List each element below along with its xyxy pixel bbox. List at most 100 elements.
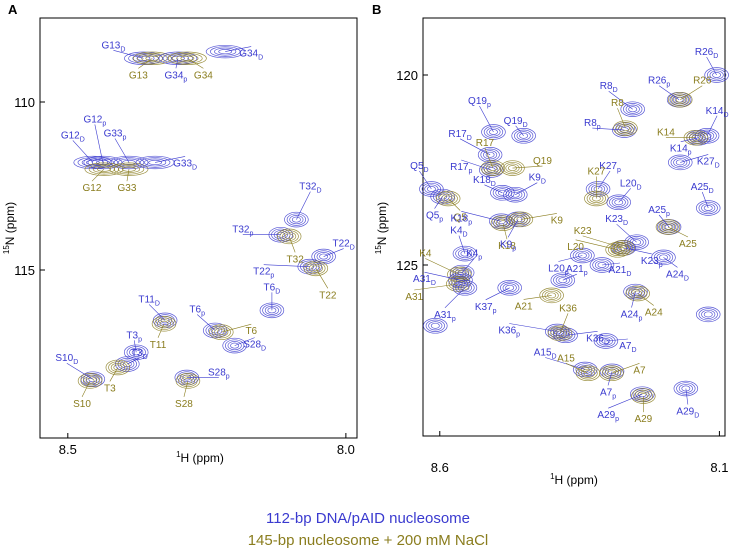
peak-label: K37p [475, 302, 497, 315]
peak-label: K4p [466, 249, 482, 262]
leader-line [667, 226, 689, 238]
peak-label: K9p [500, 239, 516, 252]
panel-b-letter: B [372, 2, 381, 17]
peak-label: G34D [239, 49, 263, 62]
leader-line [502, 223, 508, 240]
leader-line [512, 165, 543, 169]
y-axis-label: 15N (ppm) [2, 202, 17, 254]
peak-label: K14D [706, 106, 729, 119]
leader-line [520, 213, 557, 220]
peak-label: R17p [450, 162, 472, 175]
peak-label: K27 [587, 167, 605, 178]
x-axis-label: 1H (ppm) [550, 472, 598, 487]
peak-label: R17 [476, 138, 495, 149]
peak-g33-p [109, 155, 149, 170]
peak-label: G12D [61, 130, 85, 143]
peak-t32-d [284, 211, 309, 228]
y-tick-label: 125 [396, 258, 418, 273]
leader-line [701, 191, 709, 209]
leader-line [424, 271, 461, 281]
peak-label: G13 [129, 70, 148, 81]
peak-l20-d [606, 194, 631, 211]
leader-line [509, 323, 558, 332]
peak-label: Q5 [453, 213, 467, 224]
peak-label: G33p [104, 128, 127, 141]
peak-label: S28 [175, 399, 193, 410]
leader-line [558, 255, 583, 262]
leader-line [459, 138, 491, 156]
peak-k9 [508, 211, 534, 228]
peak-q19 [500, 160, 525, 176]
peak-s28 [175, 373, 201, 389]
x-tick-label: 8.6 [431, 460, 449, 475]
peak-labels: R26D R8D R26p R26 R8p R8 Q19p Q19D K14D K14p K14 R1… [405, 47, 728, 425]
leader-line [611, 363, 640, 374]
peak-label: A29 [634, 414, 652, 425]
leader-line [196, 314, 216, 331]
leader-line [680, 85, 703, 100]
peak-g12-p [83, 155, 123, 170]
peak-g34-p [158, 51, 198, 65]
leader-line [601, 262, 620, 266]
peak-label: T3D [131, 348, 148, 361]
peak-label: A7 [633, 365, 646, 376]
peak-label: S10 [73, 399, 91, 410]
peak-l20 [605, 242, 630, 258]
peak-label: L20 [567, 242, 584, 253]
peak-label: A15 [557, 353, 575, 364]
leader-line [221, 323, 252, 333]
peak-label: A31 [405, 292, 423, 303]
peak-label: Q5D [410, 161, 428, 174]
peak-label: K9 [551, 215, 564, 226]
peak-label: R26D [695, 47, 718, 60]
leader-line [157, 323, 165, 338]
leader-line [461, 159, 492, 171]
peak-label: K23p [641, 256, 663, 269]
peak-a21-p [550, 272, 576, 288]
peak-label: G12p [83, 114, 106, 127]
leader-line [607, 371, 613, 386]
x-tick-label: 8.5 [59, 442, 77, 457]
peak-q5-d [419, 181, 444, 197]
peak-k27-p [585, 181, 611, 197]
leader-line [608, 393, 643, 409]
peak-label: R26 [693, 76, 712, 87]
peak-label: T3 [104, 383, 116, 394]
leader-line [565, 331, 598, 336]
peak-label: Q19D [504, 116, 528, 129]
peak-label: G34p [165, 70, 188, 83]
peak-k9-d [503, 186, 528, 203]
peak-label: K9D [529, 173, 546, 186]
leader-line [72, 140, 94, 163]
peak-unlabeled [423, 318, 448, 334]
leader-line [559, 313, 569, 334]
peak-label: G34 [194, 70, 213, 81]
leader-line [484, 184, 503, 194]
peak-g12-d [73, 155, 113, 170]
peak-label: A29p [597, 410, 619, 423]
leader-line [419, 170, 432, 190]
peak-label: A25 [679, 239, 697, 250]
peak-label: K36p [498, 326, 520, 339]
peak-g12 [84, 162, 124, 176]
peak-label: R17D [448, 129, 471, 142]
leader-line [618, 188, 631, 203]
peak-label: G33D [173, 158, 197, 171]
peak-label: G33 [118, 183, 137, 194]
peak-k36 [547, 325, 573, 342]
peak-a21 [539, 287, 564, 304]
leader-line [565, 363, 589, 374]
peak-a21-d [589, 257, 615, 273]
leader-line [484, 147, 494, 169]
peak-label: K36 [559, 303, 577, 314]
leader-line [126, 169, 130, 182]
peak-s10 [77, 373, 103, 389]
leader-line [507, 219, 519, 238]
panel-a-plot: 8.5 8.0 110 115 1H (ppm) 15N (ppm) G13D G13 G34p… [2, 40, 355, 465]
peak-label: A25p [648, 205, 670, 218]
peak-label: R8D [600, 81, 618, 94]
y-tick-label: 110 [14, 95, 35, 110]
leader-line [109, 367, 119, 382]
leader-line [225, 46, 252, 52]
